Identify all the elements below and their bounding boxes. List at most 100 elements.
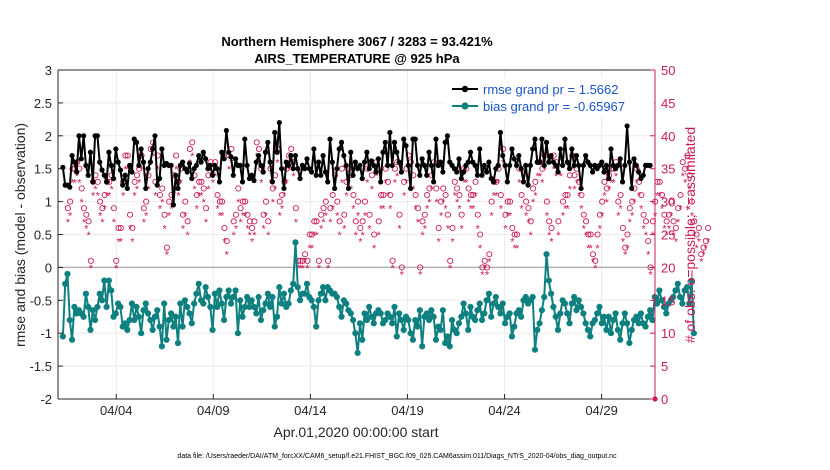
bias-point <box>612 310 619 317</box>
rmse-point <box>341 152 347 159</box>
bias-point <box>255 293 262 301</box>
obs-possible-marker <box>315 257 322 264</box>
y2-tick-label: 5 <box>661 359 668 374</box>
rmse-point <box>615 162 621 169</box>
bias-point <box>135 313 142 320</box>
rmse-point <box>366 166 372 172</box>
bias-point <box>573 307 580 314</box>
rmse-point <box>336 146 342 152</box>
obs-assimilated-marker: * <box>370 184 375 196</box>
obs-possible-marker <box>115 224 122 231</box>
obs-assimilated-marker: * <box>119 237 124 249</box>
obs-possible-marker <box>437 198 445 205</box>
rmse-point <box>619 179 626 185</box>
y-tick-label: -2 <box>40 392 52 407</box>
obs-possible-marker <box>200 185 207 192</box>
bias-point <box>476 300 483 307</box>
bias-point <box>368 313 375 320</box>
obs-possible-marker <box>249 224 256 231</box>
obs-possible-marker <box>232 211 240 218</box>
bias-point <box>209 326 216 334</box>
bias-point <box>538 307 546 314</box>
rmse-point <box>495 162 501 169</box>
obs-possible-marker <box>327 205 334 212</box>
rmse-point <box>580 162 586 169</box>
bias-point <box>96 290 103 297</box>
bias-point <box>320 284 327 291</box>
obs-assimilated-marker: * <box>192 184 197 196</box>
rmse-point <box>133 139 140 145</box>
obs-assimilated-marker: * <box>556 230 561 242</box>
obs-possible-marker <box>433 185 440 192</box>
bias-point <box>117 303 124 310</box>
obs-possible-marker <box>532 178 539 185</box>
bias-point <box>278 300 285 307</box>
obs-assimilated-marker: * <box>310 243 315 255</box>
bias-point <box>273 313 281 320</box>
obs-possible-marker <box>255 145 263 153</box>
rmse-point <box>398 169 405 175</box>
bias-point <box>425 316 433 324</box>
obs-assimilated-marker: * <box>441 197 446 209</box>
obs-assimilated-marker: * <box>628 217 633 229</box>
obs-assimilated-marker: * <box>280 204 285 216</box>
obs-assimilated-marker: * <box>197 191 202 203</box>
bias-point <box>430 313 437 320</box>
obs-possible-marker <box>278 191 286 199</box>
rmse-point <box>640 172 646 178</box>
bias-point <box>167 310 175 317</box>
y2-tick-label: 0 <box>661 392 668 407</box>
rmse-point <box>203 156 209 162</box>
obs-possible-marker <box>675 205 682 212</box>
obs-assimilated-marker: * <box>238 217 243 229</box>
obs-assimilated-marker: * <box>524 210 529 222</box>
obs-possible-marker <box>230 218 237 225</box>
obs-possible-marker <box>668 198 675 205</box>
obs-possible-marker <box>196 178 203 185</box>
rmse-point <box>74 169 80 175</box>
rmse-point <box>281 185 287 192</box>
rmse-point <box>175 185 181 192</box>
obs-possible-marker <box>527 218 534 225</box>
obs-possible-marker <box>421 211 428 218</box>
bias-point <box>557 310 564 317</box>
obs-assimilated-marker: * <box>91 191 96 203</box>
obs-assimilated-marker: * <box>614 171 619 183</box>
obs-assimilated-marker: * <box>285 177 290 189</box>
bias-point <box>140 307 147 314</box>
obs-assimilated-marker: * <box>301 263 306 275</box>
rmse-point <box>318 172 324 178</box>
obs-possible-marker <box>265 218 272 225</box>
rmse-point <box>230 172 236 178</box>
bias-point <box>356 320 364 327</box>
obs-assimilated-marker: * <box>423 223 428 235</box>
obs-possible-marker <box>126 211 134 218</box>
obs-possible-marker <box>350 191 357 199</box>
obs-possible-marker <box>246 218 253 225</box>
bias-point <box>633 313 640 320</box>
rmse-point <box>253 159 259 165</box>
bias-point <box>465 326 472 334</box>
rmse-point <box>223 127 229 134</box>
bias-point <box>257 316 265 324</box>
bias-point <box>202 284 209 291</box>
bias-point <box>548 290 555 297</box>
obs-possible-marker <box>113 257 120 264</box>
obs-possible-marker <box>566 172 573 179</box>
bias-point <box>108 287 115 294</box>
obs-possible-marker <box>184 218 191 225</box>
obs-possible-marker <box>629 198 636 205</box>
obs-assimilated-marker: * <box>690 210 695 222</box>
bias-point <box>405 316 412 324</box>
obs-possible-marker <box>619 224 626 231</box>
bias-point <box>642 323 649 330</box>
obs-possible-marker <box>564 191 571 199</box>
obs-possible-marker <box>67 198 74 205</box>
obs-assimilated-marker: * <box>96 191 101 203</box>
obs-assimilated-marker: * <box>363 210 368 222</box>
obs-assimilated-marker: * <box>579 204 584 216</box>
obs-assimilated-marker: * <box>420 230 425 242</box>
obs-assimilated-marker: * <box>427 197 432 209</box>
rmse-point <box>101 172 107 178</box>
rmse-point <box>145 166 151 172</box>
